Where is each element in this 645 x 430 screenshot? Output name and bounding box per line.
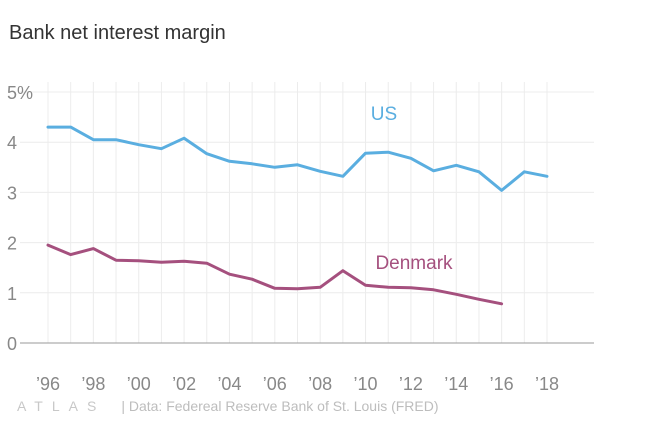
x-tick-label: ’04 bbox=[217, 374, 241, 394]
x-tick-label: ’06 bbox=[263, 374, 287, 394]
atlas-logo: ATLAS bbox=[17, 398, 106, 414]
y-tick-label: 2 bbox=[7, 234, 17, 254]
series-label-denmark: Denmark bbox=[375, 253, 453, 274]
y-tick-label: 0 bbox=[7, 334, 17, 354]
grid bbox=[20, 82, 594, 344]
x-tick-label: ’98 bbox=[81, 374, 105, 394]
x-tick-label: ’10 bbox=[354, 374, 378, 394]
y-tick-label: 1 bbox=[7, 284, 17, 304]
x-tick-label: ’00 bbox=[127, 374, 151, 394]
x-tick-label: ’12 bbox=[399, 374, 423, 394]
y-tick-label: 4 bbox=[7, 133, 17, 153]
source-note: | Data: Federeal Reserve Bank of St. Lou… bbox=[121, 398, 439, 414]
series-lines bbox=[46, 125, 549, 306]
y-tick-label: 3 bbox=[7, 183, 17, 203]
chart-title: Bank net interest margin bbox=[9, 22, 226, 44]
series-line-denmark bbox=[46, 243, 504, 306]
y-axis-ticks: 0 1 2 3 4 5% bbox=[7, 83, 33, 354]
series-line-us bbox=[46, 125, 549, 192]
x-tick-label: ’14 bbox=[444, 374, 468, 394]
series-label-us: US bbox=[371, 104, 397, 125]
y-tick-label: 5% bbox=[7, 83, 33, 103]
x-tick-label: ’16 bbox=[490, 374, 514, 394]
x-axis-ticks: ’96 ’98 ’00 ’02 ’04 ’06 ’08 ’10 ’12 ’14 ’16 ’18 bbox=[36, 374, 559, 394]
footer: ATLAS | Data: Federeal Reserve Bank of S… bbox=[17, 398, 439, 414]
x-tick-label: ’08 bbox=[308, 374, 332, 394]
x-tick-label: ’18 bbox=[535, 374, 559, 394]
x-tick-label: ’02 bbox=[172, 374, 196, 394]
x-tick-label: ’96 bbox=[36, 374, 60, 394]
